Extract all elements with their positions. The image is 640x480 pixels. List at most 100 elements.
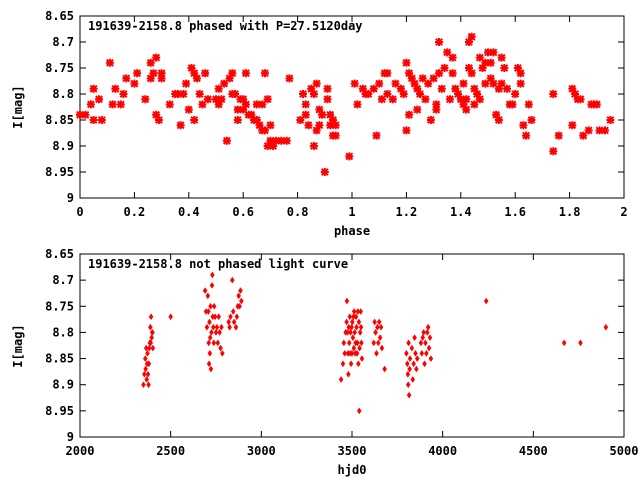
data-point — [165, 100, 174, 109]
data-point — [440, 64, 449, 72]
data-point — [364, 90, 373, 98]
data-point — [425, 323, 431, 331]
y-tick-label: 8.7 — [52, 273, 74, 287]
data-point — [184, 105, 193, 114]
data-point — [142, 370, 147, 378]
data-point — [448, 69, 457, 78]
x-tick-label: 3500 — [338, 444, 367, 458]
data-point — [399, 90, 408, 98]
data-point — [353, 100, 362, 109]
data-point — [340, 360, 346, 368]
data-point — [119, 90, 128, 98]
data-point — [149, 334, 154, 342]
data-point — [216, 313, 222, 321]
y-axis-label: I[mag] — [11, 85, 25, 128]
data-point — [146, 344, 152, 352]
data-point — [105, 58, 114, 67]
data-point — [475, 53, 484, 62]
data-point — [195, 90, 204, 98]
data-point — [578, 339, 583, 347]
data-point — [500, 64, 509, 72]
data-point — [579, 131, 588, 140]
data-point — [146, 58, 155, 67]
data-point — [405, 69, 414, 78]
data-point — [451, 84, 460, 93]
data-point — [208, 302, 213, 310]
data-point — [187, 64, 196, 72]
data-point — [349, 323, 354, 331]
data-point — [359, 339, 364, 347]
data-point — [141, 95, 150, 104]
data-point — [326, 110, 335, 119]
data-point — [355, 339, 360, 347]
data-point — [511, 90, 520, 98]
data-point — [213, 328, 219, 336]
data-point — [344, 297, 350, 305]
data-point — [353, 313, 359, 321]
data-point — [413, 105, 422, 114]
data-point — [561, 339, 567, 347]
x-tick-label: 0.6 — [232, 205, 254, 219]
data-point — [146, 74, 155, 83]
data-point — [503, 84, 512, 93]
data-point — [234, 313, 240, 321]
chart-title: 191639-2158.8 phased with P=27.5120day — [88, 19, 363, 33]
data-point — [152, 110, 161, 119]
data-point — [352, 328, 358, 336]
data-point — [148, 323, 153, 331]
data-point — [116, 100, 125, 109]
x-tick-label: 1.8 — [559, 205, 581, 219]
data-point — [307, 84, 316, 93]
data-point — [266, 121, 275, 130]
chart-panel-1: 8.65 8.7 8.75 8.8 8.85 8.9 8.95 90 0.2 0.4 0.6 0.8 1… — [11, 9, 628, 238]
data-point — [432, 100, 441, 109]
data-point — [206, 308, 211, 315]
plot-frame — [79, 253, 625, 438]
data-point — [233, 323, 239, 331]
x-tick-label: 1 — [348, 205, 355, 219]
data-point — [206, 360, 212, 368]
data-point — [285, 74, 294, 83]
data-point — [228, 313, 233, 321]
data-point — [220, 79, 229, 88]
data-point — [405, 110, 414, 119]
data-point — [133, 69, 142, 78]
data-point — [204, 323, 210, 331]
data-point — [410, 79, 419, 88]
data-point — [207, 349, 213, 357]
data-point — [252, 116, 261, 124]
data-point — [309, 142, 318, 150]
data-point — [149, 69, 158, 78]
data-point — [233, 105, 242, 114]
data-point — [372, 318, 377, 326]
data-point — [255, 121, 264, 130]
data-point — [201, 69, 210, 78]
data-point — [375, 323, 380, 331]
data-point — [411, 360, 416, 368]
data-point — [97, 116, 106, 124]
data-point — [369, 84, 378, 93]
data-point — [95, 95, 104, 104]
data-point — [350, 334, 356, 342]
data-point — [233, 116, 242, 124]
data-point — [231, 318, 237, 326]
data-point — [524, 100, 533, 109]
data-point — [481, 79, 490, 88]
data-point — [462, 105, 471, 114]
data-point — [208, 365, 214, 373]
data-point — [277, 136, 286, 145]
data-point — [354, 349, 360, 357]
data-point — [489, 79, 498, 88]
data-point — [522, 131, 531, 140]
data-point — [323, 84, 332, 93]
data-point — [382, 365, 387, 373]
data-point — [492, 110, 501, 119]
data-point — [378, 323, 384, 331]
data-point — [426, 344, 432, 352]
data-point — [383, 69, 392, 78]
x-tick-label: 0.4 — [178, 205, 200, 219]
data-point — [282, 136, 291, 145]
data-point — [410, 376, 416, 383]
